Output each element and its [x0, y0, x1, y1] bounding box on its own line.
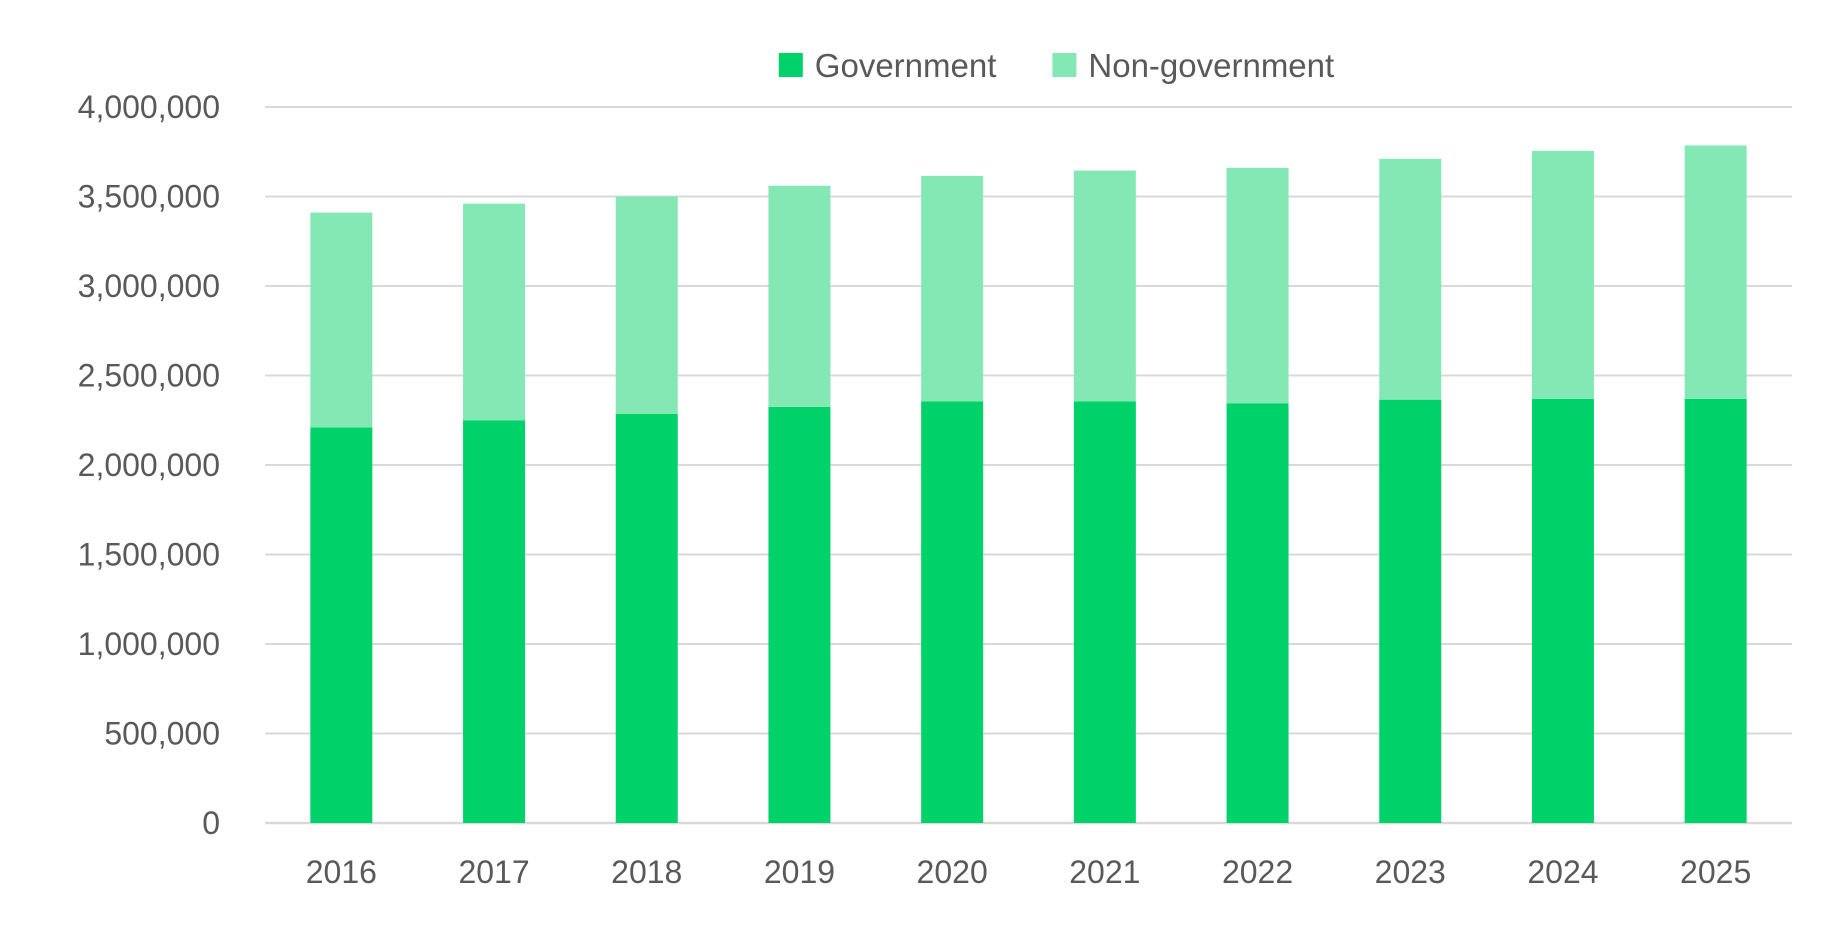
legend-label: Non-government — [1088, 47, 1334, 84]
x-tick-label: 2016 — [306, 854, 377, 890]
bar-government-2020 — [921, 401, 984, 823]
bar-government-2021 — [1073, 401, 1136, 823]
bar-government-2025 — [1684, 398, 1747, 823]
bar-government-2016 — [310, 427, 373, 823]
bars — [310, 145, 1747, 823]
y-tick-label: 3,000,000 — [78, 268, 220, 304]
legend: Government Non-government — [778, 47, 1334, 84]
bar-non-government-2016 — [310, 212, 373, 428]
x-tick-label: 2022 — [1222, 854, 1293, 890]
bar-non-government-2021 — [1073, 170, 1136, 402]
x-tick-label: 2018 — [611, 854, 682, 890]
x-tick-label: 2024 — [1527, 854, 1598, 890]
bar-non-government-2025 — [1684, 145, 1747, 399]
y-tick-label: 1,500,000 — [78, 537, 220, 573]
x-tick-label: 2021 — [1069, 854, 1140, 890]
x-tick-label: 2017 — [458, 854, 529, 890]
bar-non-government-2024 — [1531, 150, 1594, 399]
y-tick-label: 1,000,000 — [78, 626, 220, 662]
bar-government-2022 — [1226, 403, 1289, 823]
bar-non-government-2022 — [1226, 167, 1289, 404]
y-tick-label: 500,000 — [104, 716, 220, 752]
bar-non-government-2023 — [1379, 158, 1442, 400]
bar-government-2019 — [768, 406, 831, 823]
legend-label: Government — [815, 47, 997, 84]
bar-government-2023 — [1379, 399, 1442, 823]
y-tick-label: 0 — [202, 805, 220, 841]
y-tick-label: 3,500,000 — [78, 179, 220, 215]
x-tick-label: 2020 — [917, 854, 988, 890]
bar-non-government-2018 — [615, 196, 678, 414]
y-tick-label: 2,500,000 — [78, 358, 220, 394]
bar-non-government-2020 — [921, 175, 984, 402]
x-tick-label: 2023 — [1375, 854, 1446, 890]
legend-item: Non-government — [1052, 47, 1334, 84]
x-tick-label: 2025 — [1680, 854, 1751, 890]
bar-government-2017 — [463, 420, 526, 823]
bar-government-2024 — [1531, 398, 1594, 823]
x-tick-label: 2019 — [764, 854, 835, 890]
bar-non-government-2017 — [463, 203, 526, 421]
y-tick-label: 4,000,000 — [78, 89, 220, 125]
legend-swatch — [778, 53, 803, 77]
bar-non-government-2019 — [768, 185, 831, 407]
bar-government-2018 — [615, 413, 678, 823]
legend-item: Government — [778, 47, 997, 84]
legend-swatch — [1052, 53, 1077, 77]
axes: 0 500,000 1,000,000 1,500,000 2,000,000 2,500… — [78, 89, 1752, 890]
y-tick-label: 2,000,000 — [78, 447, 220, 483]
